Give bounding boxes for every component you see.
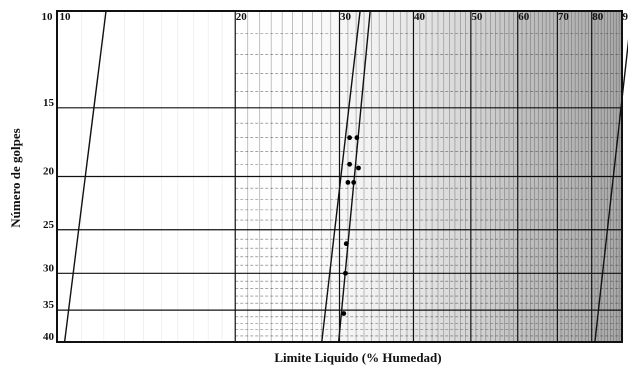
series-line (337, 10, 371, 343)
y-tick-label: 35 (43, 299, 55, 311)
data-points (341, 135, 361, 316)
data-point (343, 270, 348, 276)
series-line (321, 10, 361, 343)
data-point (347, 135, 352, 141)
x-tick-label: 50 (471, 11, 483, 23)
series-line (63, 10, 107, 343)
x-tick-label: 60 (518, 11, 530, 23)
x-tick-label: 20 (236, 11, 248, 23)
x-tick-label: 10 (42, 11, 54, 23)
data-point (345, 179, 351, 185)
data-point (341, 311, 347, 316)
major-grid (56, 10, 623, 343)
x-tick-label: 80 (592, 11, 604, 23)
y-tick-label: 25 (43, 219, 55, 231)
x-tick-label: 90 (623, 11, 628, 23)
x-tick-label: 40 (414, 11, 426, 23)
y-tick-label: 20 (43, 166, 55, 178)
y-tick-label: 40 (43, 331, 55, 343)
data-point (343, 241, 349, 247)
data-point (347, 161, 352, 167)
y-tick-label: 30 (43, 262, 55, 274)
tick-labels: 10 10 20 30 40 50 60 70 80 90 15 20 25 30 35 40 (42, 11, 628, 343)
plot-frame (56, 10, 623, 343)
data-point (354, 135, 360, 141)
y-axis-title: Número de golpes (8, 128, 23, 227)
x-tick-label: 70 (558, 11, 570, 23)
x-tick-label: 30 (340, 11, 352, 23)
data-point (351, 179, 357, 185)
series-line (594, 38, 628, 343)
flow-lines (63, 10, 628, 343)
y-tick-label: 15 (43, 97, 55, 109)
x-tick-label: 10 (60, 11, 72, 23)
data-point (356, 165, 361, 171)
x-axis-title: Limite Liquido (% Humedad) (274, 350, 441, 365)
